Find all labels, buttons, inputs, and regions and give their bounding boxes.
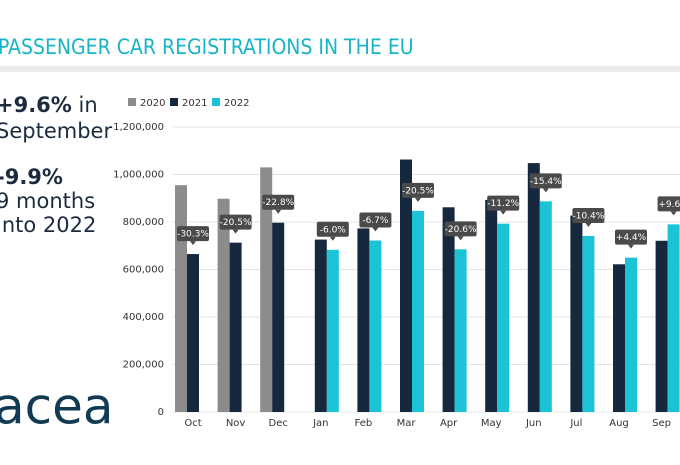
annotation: -15.4% <box>530 177 562 187</box>
annotation: -20.5% <box>402 186 434 196</box>
bar <box>412 210 424 412</box>
annotation: -22.8% <box>262 198 294 208</box>
y-tick-label: 200,000 <box>123 360 164 371</box>
x-tick-label: Sep <box>652 418 671 429</box>
annotation-pointer <box>232 229 239 234</box>
bar <box>314 239 327 412</box>
bar <box>272 222 285 412</box>
highlight-figure: +9.6% <box>0 93 72 117</box>
legend-label: 2022 <box>224 98 249 109</box>
bar <box>497 223 510 412</box>
bar <box>229 242 242 412</box>
bar <box>454 249 467 412</box>
annotation-box <box>219 214 252 230</box>
legend-swatch <box>212 98 220 106</box>
bar <box>582 236 595 412</box>
bar <box>570 215 583 412</box>
legend-swatch <box>170 98 178 106</box>
annotation-pointer <box>372 227 379 232</box>
bar <box>400 159 412 412</box>
bar <box>527 163 540 412</box>
annotation-pointer <box>415 197 421 202</box>
x-tick-label: Jul <box>569 418 582 429</box>
title-rule <box>0 66 680 72</box>
annotation-box <box>529 173 562 189</box>
annotation-pointer <box>500 210 507 215</box>
bar <box>369 240 382 412</box>
bar <box>655 240 668 412</box>
bar <box>442 207 455 412</box>
y-tick-label: 1,200,000 <box>113 122 164 133</box>
title: PASSENGER CAR REGISTRATIONS IN THE EU <box>0 35 414 59</box>
x-tick-label: Jun <box>525 418 542 429</box>
y-tick-label: 1,000,000 <box>113 170 164 181</box>
x-tick-label: Oct <box>184 418 201 429</box>
annotation: -10.4% <box>572 212 604 222</box>
legend-label: 2021 <box>182 98 207 109</box>
annotation-pointer <box>329 236 336 241</box>
annotation-box <box>444 221 477 237</box>
annotation-box <box>615 229 647 245</box>
bar <box>667 224 680 412</box>
highlight-figure: -9.9% <box>0 165 63 189</box>
bar <box>539 201 552 412</box>
annotation: -6.0% <box>320 225 347 235</box>
x-tick-label: Jan <box>312 418 328 429</box>
highlight-caption: into 2022 <box>0 213 96 237</box>
y-tick-label: 0 <box>158 407 164 418</box>
y-tick-label: 600,000 <box>123 265 164 276</box>
annotation-box <box>402 182 434 198</box>
x-tick-label: Aug <box>609 418 629 429</box>
bar <box>175 185 187 412</box>
x-tick-label: May <box>481 418 502 429</box>
x-tick-label: Apr <box>440 418 458 429</box>
annotation: -20.5% <box>220 218 252 228</box>
highlight-caption: in <box>79 93 98 117</box>
highlight-caption: 9 months <box>0 189 95 213</box>
y-tick-label: 400,000 <box>123 312 164 323</box>
annotation: +4.4% <box>616 233 647 243</box>
bar <box>357 228 370 412</box>
annotation-box <box>487 195 520 211</box>
highlight: +9.6% in <box>0 93 98 117</box>
bar <box>625 257 637 412</box>
bar <box>613 264 625 412</box>
annotation-pointer <box>542 188 549 193</box>
annotation-box <box>359 212 392 228</box>
legend-swatch <box>128 98 136 106</box>
bar <box>260 167 273 412</box>
annotation-pointer <box>585 223 592 228</box>
annotation: -11.2% <box>487 199 519 209</box>
bar <box>187 254 199 412</box>
bar <box>217 198 230 412</box>
x-tick-label: Nov <box>226 418 246 429</box>
annotation-box <box>657 196 680 212</box>
annotation: -6.7% <box>362 216 389 226</box>
x-tick-label: Dec <box>269 418 288 429</box>
y-tick-label: 800,000 <box>123 217 164 228</box>
annotation-pointer <box>670 211 677 216</box>
logo: acea <box>0 378 114 436</box>
x-tick-label: Feb <box>355 418 373 429</box>
annotation-pointer <box>457 236 464 241</box>
annotation: +9.6% <box>658 200 680 210</box>
annotation: -30.3% <box>177 230 209 240</box>
bar <box>485 199 498 412</box>
annotation-pointer <box>190 241 196 246</box>
annotation-box <box>177 226 209 242</box>
annotation-box <box>262 194 295 210</box>
annotation-box <box>572 208 605 224</box>
annotation: -20.6% <box>445 225 477 235</box>
annotation-pointer <box>628 244 634 249</box>
bar <box>326 249 339 412</box>
highlight-caption: September <box>0 119 112 143</box>
annotation-box <box>316 221 349 237</box>
legend-label: 2020 <box>140 98 165 109</box>
x-tick-label: Mar <box>397 418 417 429</box>
annotation-pointer <box>275 209 282 214</box>
